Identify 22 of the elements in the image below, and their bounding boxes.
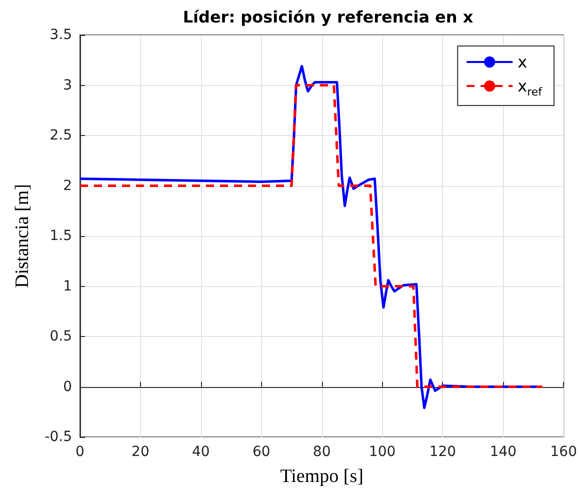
chart-title: Líder: posición y referencia en x (182, 8, 474, 26)
x-tick-label: 0 (76, 444, 84, 460)
y-tick-label: 3.5 (50, 27, 72, 43)
x-tick-label: 100 (368, 444, 396, 460)
y-tick-label: 3 (63, 77, 72, 94)
y-tick-label: 0.5 (50, 328, 72, 344)
x-tick-label: 160 (550, 444, 578, 460)
y-tick-label: 1 (63, 278, 72, 294)
y-tick-label: 1.5 (50, 228, 72, 244)
x-tick-label: 20 (132, 444, 150, 460)
x-axis-title: Tiempo [s] (280, 466, 364, 487)
y-tick-label: 2 (63, 178, 72, 194)
x-tick-label: 80 (312, 444, 331, 460)
legend-label: x (518, 52, 528, 72)
x-tick-label: 140 (490, 444, 517, 460)
x-tick-label: 60 (252, 444, 270, 460)
y-tick-label: -0.5 (44, 429, 72, 445)
x-tick-label: 40 (192, 444, 210, 460)
x-tick-label: 120 (429, 444, 456, 460)
y-tick-label: 2.5 (50, 128, 72, 144)
y-tick-label: 0 (63, 378, 72, 395)
y-axis-title: Distancia [m] (12, 184, 33, 288)
